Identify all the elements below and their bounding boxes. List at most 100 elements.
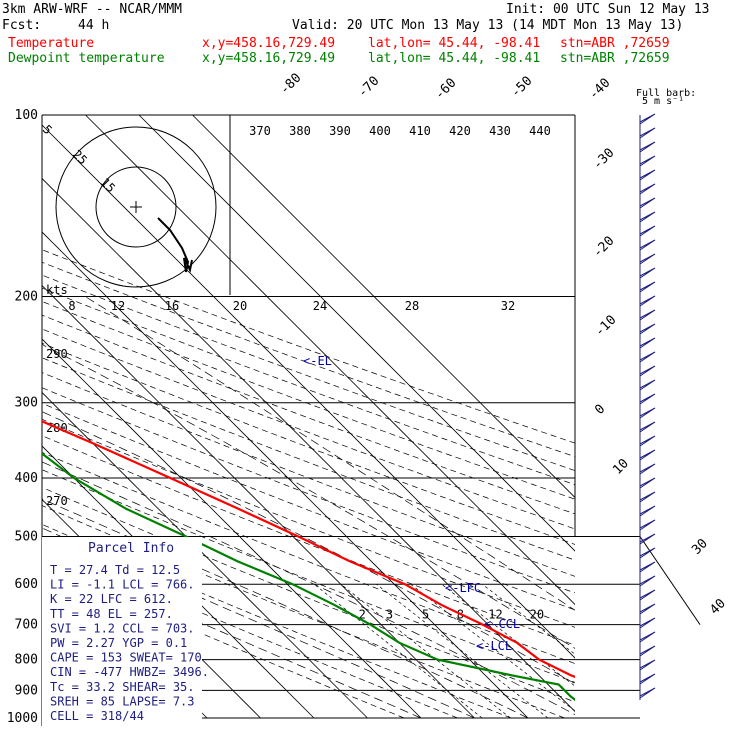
parcel-row: K = 22 LFC = 612. bbox=[50, 592, 173, 606]
wind-barb bbox=[639, 113, 656, 125]
hodograph-end bbox=[183, 257, 193, 274]
wind-barb bbox=[639, 617, 656, 629]
pressure-tick-label: 800 bbox=[15, 653, 38, 668]
mixing-ratio-label: 2 bbox=[359, 608, 366, 622]
wind-barb bbox=[639, 687, 656, 699]
theta-label: 370 bbox=[249, 124, 271, 138]
wind-barb bbox=[639, 407, 656, 419]
isotherm-label: 40 bbox=[707, 596, 729, 618]
wind-barb bbox=[639, 211, 656, 223]
speed-scale-label: 12 bbox=[111, 299, 125, 313]
wind-barb bbox=[639, 141, 656, 153]
dry-adiabat bbox=[42, 452, 575, 664]
theta-label: 410 bbox=[409, 124, 431, 138]
wind-barb bbox=[639, 323, 656, 335]
dry-adiabat bbox=[42, 372, 575, 577]
isotherm-label: 10 bbox=[610, 456, 632, 478]
level-markers: <-EL <-LFC <-CCL <-LCL bbox=[303, 354, 520, 653]
inset-frame bbox=[575, 535, 701, 625]
wind-barb bbox=[639, 239, 656, 251]
wind-barb bbox=[639, 449, 656, 461]
wind-barb bbox=[639, 435, 656, 447]
wind-barb bbox=[639, 225, 656, 237]
theta-label: 440 bbox=[529, 124, 551, 138]
speed-scale-label: 8 bbox=[68, 299, 75, 313]
dry-adiabat-label: 290 bbox=[46, 347, 68, 361]
dry-adiabat bbox=[42, 261, 575, 458]
speed-scale-label: 24 bbox=[313, 299, 327, 313]
isotherm-line bbox=[42, 177, 575, 713]
parcel-row: T = 27.4 Td = 12.5 bbox=[50, 563, 180, 577]
dry-adiabat bbox=[42, 314, 575, 515]
wind-barb bbox=[639, 197, 656, 209]
dry-adiabat bbox=[42, 418, 575, 628]
mixing-ratio-label: 3 bbox=[386, 608, 393, 622]
pressure-tick-label: 400 bbox=[15, 471, 38, 486]
dry-adiabat bbox=[42, 469, 575, 683]
wind-barb bbox=[639, 127, 656, 139]
dewpoint-legend-name: Dewpoint temperature bbox=[8, 51, 165, 66]
hodograph-ring-label: 15 bbox=[98, 175, 118, 195]
speed-scale-label: 32 bbox=[501, 299, 515, 313]
wind-barb bbox=[639, 379, 656, 391]
wind-barb bbox=[639, 589, 656, 601]
wind-barb bbox=[639, 575, 656, 587]
wind-barb bbox=[639, 365, 656, 377]
isotherm-line bbox=[138, 115, 575, 552]
isotherm-line bbox=[42, 338, 422, 719]
wind-barb bbox=[639, 491, 656, 503]
isotherm-label: -30 bbox=[590, 146, 617, 173]
wind-barb bbox=[639, 337, 656, 349]
wind-barb bbox=[639, 421, 656, 433]
isotherm-line bbox=[192, 115, 575, 499]
isotherm-label: -50 bbox=[508, 74, 535, 101]
level-marker: <-EL bbox=[303, 354, 332, 368]
wind-barb bbox=[639, 505, 656, 517]
wind-barb bbox=[639, 477, 656, 489]
temperature-legend-xy: x,y=458.16,729.49 bbox=[202, 36, 336, 51]
parcel-row: CELL = 318/44 bbox=[50, 709, 144, 723]
wind-barb bbox=[639, 659, 656, 671]
theta-label: 400 bbox=[369, 124, 391, 138]
wind-barb bbox=[639, 393, 656, 405]
mixing-ratio-label: 5 bbox=[422, 608, 429, 622]
moist-adiabat bbox=[42, 498, 529, 719]
isotherm-label: -70 bbox=[355, 74, 382, 101]
wind-barb bbox=[639, 281, 656, 293]
isotherm-label: 0 bbox=[592, 402, 608, 418]
pressure-tick-label: 300 bbox=[15, 396, 38, 411]
temperature-legend-name: Temperature bbox=[8, 36, 95, 51]
speed-scale-label: 20 bbox=[233, 299, 247, 313]
mixing-ratio-label: 20 bbox=[530, 608, 544, 622]
hodograph-ring bbox=[55, 126, 217, 288]
wind-barb bbox=[639, 351, 656, 363]
isotherm-label: -20 bbox=[590, 234, 617, 261]
theta-label: 380 bbox=[289, 124, 311, 138]
temperature-trace bbox=[42, 420, 575, 679]
isotherm-label: -40 bbox=[586, 76, 613, 103]
theta-label: 420 bbox=[449, 124, 471, 138]
mixing-ratio-label: 12 bbox=[488, 608, 502, 622]
pressure-tick-label: 900 bbox=[15, 683, 38, 698]
level-marker: <-LCL bbox=[476, 639, 512, 653]
sounding-traces bbox=[42, 420, 575, 702]
isotherm-line bbox=[42, 391, 368, 719]
isotherm-label: -80 bbox=[277, 71, 304, 98]
dewpoint-legend-latlon: lat,lon= 45.44, -98.41 bbox=[368, 51, 541, 66]
wind-barb bbox=[639, 561, 656, 573]
wind-key-value: 5 m s⁻¹ bbox=[642, 96, 684, 107]
speed-scale-label: 16 bbox=[165, 299, 179, 313]
init-time: Init: 00 UTC Sun 12 May 13 bbox=[506, 2, 710, 17]
isotherm-line bbox=[42, 231, 529, 719]
dry-adiabat bbox=[42, 486, 575, 703]
dewpoint-legend-station: stn=ABR ,72659 bbox=[560, 51, 670, 66]
wind-barb bbox=[639, 519, 656, 531]
hodograph-ring bbox=[95, 166, 177, 248]
dewpoint-legend-xy: x,y=458.16,729.49 bbox=[202, 51, 336, 66]
hodograph-ring-label: 25 bbox=[70, 147, 90, 167]
dry-adiabat bbox=[42, 543, 458, 719]
dry-adiabat bbox=[42, 435, 575, 646]
isotherm-line bbox=[85, 115, 575, 606]
parcel-info-box: Parcel Info T = 27.4 Td = 12.5LI = -1.1 L… bbox=[42, 537, 209, 728]
